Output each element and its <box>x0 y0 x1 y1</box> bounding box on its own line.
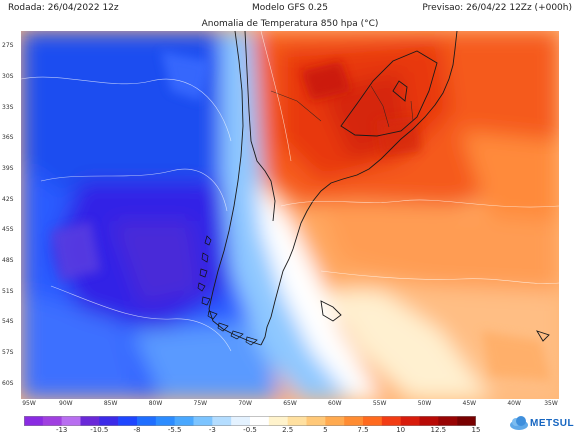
lon-tick-label: 75W <box>193 400 208 407</box>
lat-tick-label: 45S <box>2 226 14 234</box>
lon-tick-label: 65W <box>283 400 297 407</box>
color-scale-swatch <box>137 416 157 426</box>
lat-tick-label: 60S <box>2 379 14 387</box>
map-title: Anomalia de Temperatura 850 hpa (°C) <box>201 19 379 29</box>
lon-tick-label: 40W <box>507 400 521 407</box>
color-scale-swatch <box>61 416 81 426</box>
lat-tick-label: 36S <box>2 134 14 142</box>
color-scale-swatch <box>457 416 476 426</box>
forecast-time-label: Previsao: 26/04/22 12Zz (+000h) <box>422 3 572 13</box>
latitude-axis: 27S 30S 33S 36S 39S 42S 45S 48S 51S 54S 57S 60S <box>0 31 20 399</box>
color-scale-swatch <box>381 416 401 426</box>
color-scale-swatch <box>80 416 100 426</box>
color-scale-swatch <box>325 416 345 426</box>
color-scale-swatch <box>268 416 288 426</box>
color-scale-label: 12.5 <box>430 426 447 434</box>
lat-tick-label: 33S <box>2 103 14 111</box>
cloud-logo-icon <box>510 416 528 430</box>
lat-tick-label: 39S <box>2 165 14 172</box>
lat-tick-label: 51S <box>2 287 14 295</box>
color-scale-swatch <box>24 416 44 426</box>
color-scale-label: -10.5 <box>90 426 109 434</box>
color-scale-label: 15 <box>471 426 481 434</box>
color-scale-swatch <box>42 416 62 426</box>
patagonia-islands <box>197 235 258 346</box>
contour-lines <box>21 31 559 352</box>
color-scale-swatch <box>212 416 232 426</box>
lon-tick-label: 60W <box>328 400 342 407</box>
color-scale-label: -13 <box>55 426 68 434</box>
color-scale-label: -0.5 <box>243 426 257 434</box>
color-scale-labels: -13 -10.5 -8 -5.5 -3 -0.5 2.5 5 7.5 10 12.5 15 <box>24 426 481 436</box>
color-scale-bar <box>24 416 476 426</box>
color-scale-swatch <box>287 416 307 426</box>
color-scale-swatch <box>155 416 175 426</box>
color-scale-label: 7.5 <box>357 426 369 434</box>
lon-tick-label: 90W <box>59 400 73 407</box>
color-scale-label: 10 <box>396 426 406 434</box>
color-scale-swatch <box>306 416 326 426</box>
color-scale-swatch <box>99 416 119 426</box>
color-scale-swatch <box>231 416 251 426</box>
anomaly-field <box>21 31 559 399</box>
color-scale-label: -3 <box>208 426 216 434</box>
color-scale-swatch <box>400 416 420 426</box>
lon-tick-label: 50W <box>417 400 432 407</box>
color-scale-swatch <box>193 416 213 426</box>
color-scale-swatch <box>363 416 383 426</box>
color-scale-label: -8 <box>133 426 141 434</box>
longitude-axis: 95W 90W 85W 80W 75W 70W 65W 60W 55W 50W 45W 40W 35W <box>21 400 559 410</box>
run-time-label: Rodada: 26/04/2022 12z <box>8 3 119 13</box>
color-scale-label: 5 <box>323 426 328 434</box>
color-scale-label: -5.5 <box>167 426 182 434</box>
lon-tick-label: 45W <box>462 400 477 407</box>
lon-tick-label: 85W <box>103 400 118 407</box>
model-label: Modelo GFS 0.25 <box>252 3 328 13</box>
map-header: Rodada: 26/04/2022 12z Modelo GFS 0.25 P… <box>0 0 580 32</box>
lat-tick-label: 57S <box>2 349 14 356</box>
lat-tick-label: 27S <box>2 42 14 50</box>
color-scale-swatch <box>419 416 439 426</box>
lon-tick-label: 35W <box>544 400 558 407</box>
borders <box>270 85 414 128</box>
lat-tick-label: 48S <box>2 257 14 264</box>
lon-tick-label: 80W <box>148 400 163 407</box>
lat-tick-label: 42S <box>2 195 14 203</box>
lon-tick-label: 55W <box>372 400 387 407</box>
metsul-logo: METSUL <box>508 412 578 434</box>
coastline <box>208 31 550 346</box>
color-scale-label: 2.5 <box>282 426 294 434</box>
color-scale-swatch <box>344 416 364 426</box>
anomaly-map <box>21 31 559 399</box>
color-scale-swatch <box>118 416 138 426</box>
lon-tick-label: 95W <box>22 400 36 407</box>
lat-tick-label: 30S <box>2 73 14 80</box>
lon-tick-label: 70W <box>238 400 252 407</box>
map-canvas <box>21 31 559 399</box>
color-scale-swatch <box>438 416 458 426</box>
logo-text: METSUL <box>530 418 575 429</box>
color-scale-swatch <box>174 416 194 426</box>
lat-tick-label: 54S <box>2 318 14 326</box>
color-scale-swatch <box>250 416 270 426</box>
